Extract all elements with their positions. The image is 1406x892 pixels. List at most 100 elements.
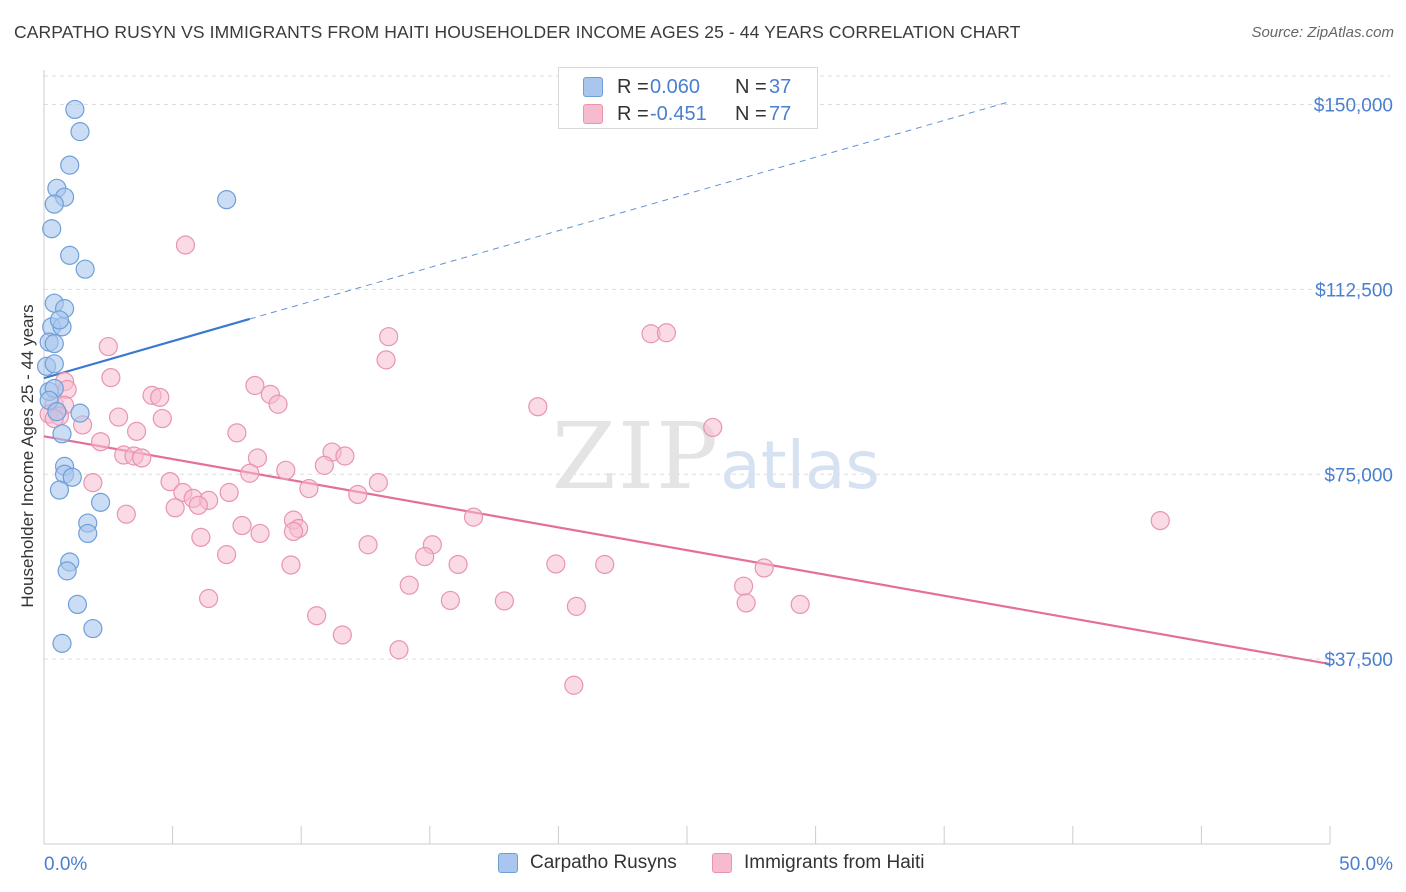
rusyn-point bbox=[49, 310, 70, 330]
haiti-point bbox=[83, 473, 103, 493]
haiti-point bbox=[175, 235, 196, 255]
source-label: Source: ZipAtlas.com bbox=[1251, 24, 1394, 41]
haiti-point bbox=[379, 327, 399, 347]
haiti-point bbox=[232, 515, 252, 536]
tick-labels: $37,500 $75,000 $112,500 $150,000 0.0% 50.0% bbox=[44, 96, 1393, 875]
haiti-point bbox=[368, 473, 388, 493]
rusyn-point bbox=[52, 424, 72, 444]
rusyn-point bbox=[44, 354, 64, 374]
rusyn-point bbox=[44, 334, 64, 354]
legend-haiti-label: Immigrants from Haiti bbox=[744, 852, 925, 873]
haiti-point bbox=[348, 484, 368, 505]
haiti-point bbox=[165, 498, 185, 518]
rusyn-points bbox=[36, 99, 237, 653]
haiti-point bbox=[736, 593, 756, 613]
rusyn-point bbox=[75, 259, 95, 279]
haiti-point bbox=[528, 397, 548, 417]
y-tick-label: $75,000 bbox=[1324, 465, 1393, 486]
legend-rusyn-swatch bbox=[498, 853, 518, 873]
haiti-point bbox=[245, 375, 265, 396]
rusyn-trend-line bbox=[43, 317, 251, 380]
haiti-point bbox=[268, 394, 288, 414]
haiti-point bbox=[440, 590, 460, 611]
rusyn-point bbox=[42, 219, 62, 239]
chart-title: CARPATHO RUSYN VS IMMIGRANTS FROM HAITI … bbox=[14, 22, 1021, 42]
haiti-point bbox=[132, 448, 152, 468]
grid-lines bbox=[44, 75, 1390, 660]
haiti-point bbox=[247, 448, 268, 468]
haiti-points bbox=[39, 235, 1170, 695]
rusyn-point bbox=[60, 245, 80, 265]
haiti-point bbox=[332, 625, 352, 645]
rusyn-point bbox=[44, 194, 64, 214]
haiti-point bbox=[415, 546, 435, 567]
axes bbox=[43, 70, 1331, 845]
trend-lines bbox=[43, 101, 1331, 666]
haiti-point bbox=[307, 606, 327, 626]
rusyn-point bbox=[90, 492, 111, 512]
watermark-atlas: atlas bbox=[720, 427, 880, 504]
watermark-zip: ZIP bbox=[552, 403, 720, 510]
haiti-point bbox=[101, 368, 121, 388]
rusyn-point bbox=[70, 403, 90, 423]
haiti-point bbox=[566, 596, 587, 616]
haiti-point bbox=[299, 478, 319, 499]
haiti-point bbox=[108, 407, 129, 427]
haiti-point bbox=[227, 423, 247, 443]
y-tick-label: $150,000 bbox=[1314, 96, 1393, 117]
haiti-point bbox=[703, 417, 723, 438]
r-value: -0.451 bbox=[650, 103, 707, 125]
rusyn-point bbox=[47, 402, 67, 422]
n-value: 37 bbox=[769, 76, 792, 98]
rusyn-point bbox=[67, 594, 88, 615]
haiti-point bbox=[188, 495, 208, 515]
haiti-point bbox=[116, 504, 136, 524]
x-tick-label: 50.0% bbox=[1339, 854, 1393, 875]
haiti-point bbox=[376, 350, 396, 370]
haiti-point bbox=[314, 455, 334, 475]
haiti-point bbox=[281, 555, 301, 575]
haiti-point bbox=[150, 387, 170, 407]
watermark: ZIP atlas bbox=[552, 403, 880, 510]
rusyn-point bbox=[78, 523, 98, 544]
haiti-point bbox=[217, 545, 237, 565]
rusyn-point bbox=[49, 480, 70, 500]
legend-haiti-swatch bbox=[712, 853, 732, 873]
haiti-point bbox=[199, 588, 219, 609]
n-label: N = bbox=[735, 103, 767, 125]
haiti-point bbox=[152, 408, 172, 429]
haiti-point bbox=[463, 507, 484, 527]
haiti-point bbox=[160, 472, 180, 492]
rusyn-swatch bbox=[583, 77, 603, 97]
r-value: 0.060 bbox=[650, 76, 701, 98]
rusyn-point bbox=[83, 618, 103, 639]
haiti-swatch bbox=[583, 104, 603, 124]
y-axis-label: Householder Income Ages 25 - 44 years bbox=[18, 304, 37, 608]
haiti-point bbox=[790, 594, 810, 615]
rusyn-point bbox=[65, 99, 85, 120]
haiti-point bbox=[283, 521, 304, 542]
haiti-point bbox=[90, 432, 111, 452]
n-label: N = bbox=[735, 76, 767, 98]
r-label: R = bbox=[617, 103, 649, 125]
haiti-point bbox=[389, 640, 409, 660]
haiti-point bbox=[733, 576, 754, 596]
rusyn-point bbox=[62, 467, 82, 487]
haiti-point bbox=[335, 446, 355, 466]
haiti-point bbox=[656, 323, 677, 343]
x-tick-label: 0.0% bbox=[44, 854, 87, 875]
haiti-point bbox=[595, 554, 615, 575]
haiti-point bbox=[1150, 510, 1170, 531]
stats-row-rusyn: R = 0.060 N = 37 bbox=[559, 74, 817, 102]
haiti-point bbox=[219, 482, 239, 503]
rusyn-point bbox=[52, 633, 72, 653]
y-tick-label: $37,500 bbox=[1324, 650, 1393, 671]
haiti-point bbox=[126, 421, 147, 441]
rusyn-point bbox=[70, 122, 90, 142]
haiti-point bbox=[240, 463, 260, 483]
y-tick-label: $112,500 bbox=[1315, 280, 1393, 301]
haiti-point bbox=[276, 460, 296, 480]
haiti-point bbox=[494, 591, 514, 611]
rusyn-point bbox=[217, 190, 237, 210]
